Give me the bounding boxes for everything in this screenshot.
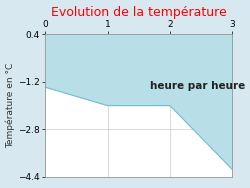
Text: heure par heure: heure par heure [150,81,246,91]
Title: Evolution de la température: Evolution de la température [51,6,227,19]
Y-axis label: Température en °C: Température en °C [6,63,15,148]
